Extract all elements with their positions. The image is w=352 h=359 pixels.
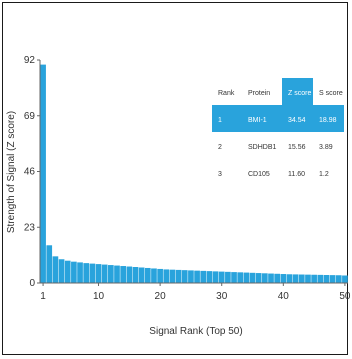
bar-rank-23 [175, 269, 182, 283]
bar-rank-8 [83, 263, 90, 283]
bar-rank-19 [151, 268, 157, 283]
y-axis-label: Strength of Signal (Z score) [6, 111, 17, 233]
bar-rank-29 [212, 271, 219, 283]
bar-rank-48 [329, 275, 336, 283]
bar-rank-11 [101, 264, 108, 283]
x-tick-label: 50 [339, 291, 351, 302]
bar-rank-25 [188, 270, 194, 283]
bar-rank-3 [52, 256, 59, 283]
bar-rank-5 [64, 260, 71, 283]
bar-rank-21 [163, 269, 170, 283]
bar-rank-33 [237, 272, 244, 283]
table-cell: 18.98 [319, 117, 337, 124]
table-cell: BMI-1 [248, 117, 267, 124]
bar-rank-40 [280, 274, 287, 283]
x-tick-label: 30 [216, 291, 228, 302]
bar-rank-7 [77, 262, 83, 283]
bar-rank-50 [342, 275, 348, 283]
table-header-cell: Z score [288, 90, 311, 97]
y-ticks: 0 23 46 69 92 [24, 55, 40, 289]
bar-rank-1 [40, 64, 46, 283]
bar-rank-6 [71, 261, 77, 283]
table-row-highlight [212, 105, 344, 132]
bar-rank-43 [298, 274, 305, 283]
table-header-cell: Rank [218, 90, 235, 97]
table-header-highlight [282, 78, 313, 105]
y-tick-label: 92 [24, 55, 36, 66]
bar-rank-30 [218, 271, 225, 283]
bar-rank-42 [292, 274, 299, 283]
bar-rank-20 [157, 268, 163, 283]
bar-rank-22 [169, 269, 176, 283]
chart-frame [2, 2, 348, 355]
table-cell: 3 [218, 171, 222, 178]
bar-rank-36 [255, 273, 262, 283]
signal-table: Rank Protein Z score S score 1 BMI-1 34.54 18.9… [212, 78, 344, 178]
bar-rank-31 [225, 271, 231, 283]
bar-rank-2 [46, 245, 53, 283]
bar-rank-49 [335, 275, 342, 283]
bar-rank-45 [311, 274, 317, 283]
bar-rank-15 [126, 266, 133, 283]
bar-rank-17 [138, 267, 145, 283]
bar-rank-46 [317, 274, 324, 283]
x-axis-label: Signal Rank (Top 50) [149, 326, 242, 337]
table-cell: 1.2 [319, 171, 329, 178]
bar-rank-37 [262, 273, 268, 283]
bar-rank-38 [268, 273, 274, 283]
bar-rank-10 [95, 264, 102, 283]
bar-rank-9 [89, 263, 96, 283]
x-tick-label: 10 [93, 291, 105, 302]
bar-rank-13 [114, 265, 120, 283]
bar-rank-27 [200, 270, 207, 283]
bar-rank-39 [274, 273, 280, 283]
table-cell: 3.89 [319, 144, 333, 151]
x-ticks: 1 10 20 30 40 50 [40, 283, 351, 302]
bar-rank-26 [194, 270, 200, 283]
bars-group [40, 64, 348, 283]
table-cell: 11.60 [288, 171, 305, 178]
y-tick-label: 69 [24, 111, 36, 122]
bar-rank-18 [144, 267, 151, 283]
x-tick-label: 40 [278, 291, 290, 302]
y-tick-label: 0 [29, 278, 35, 289]
y-tick-label: 46 [24, 167, 36, 178]
bar-rank-47 [323, 275, 330, 283]
bar-rank-35 [249, 272, 256, 283]
table-cell: 2 [218, 144, 222, 151]
bar-rank-44 [305, 274, 311, 283]
table-header-cell: S score [319, 90, 343, 97]
x-tick-label: 20 [155, 291, 167, 302]
bar-rank-16 [132, 267, 139, 283]
table-cell: SDHDB1 [248, 144, 277, 151]
bar-rank-14 [120, 266, 126, 283]
bar-rank-24 [181, 270, 188, 283]
y-tick-label: 23 [24, 222, 36, 233]
table-header-cell: Protein [248, 90, 270, 97]
table-cell: CD105 [248, 171, 270, 178]
table-cell: 34.54 [288, 117, 306, 124]
bar-rank-12 [108, 265, 114, 283]
table-cell: 1 [218, 117, 222, 124]
bar-rank-32 [231, 272, 237, 283]
bar-rank-41 [286, 274, 293, 283]
bar-rank-34 [243, 272, 250, 283]
bar-rank-4 [58, 259, 65, 283]
x-tick-label: 1 [40, 291, 46, 302]
bar-rank-28 [206, 271, 213, 283]
table-cell: 15.56 [288, 144, 306, 151]
